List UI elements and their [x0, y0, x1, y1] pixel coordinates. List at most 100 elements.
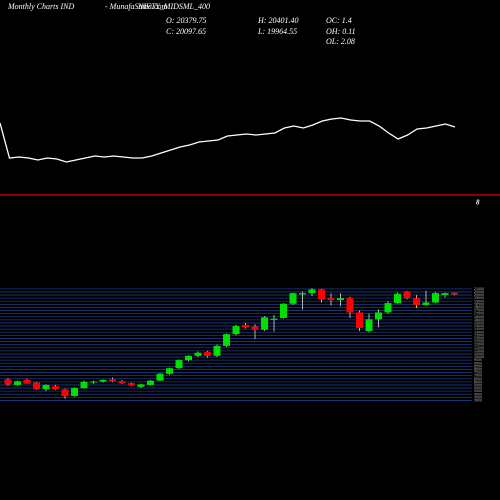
y-tick-label: 10500	[474, 352, 484, 356]
y-tick-label: 9500	[474, 358, 482, 362]
candle-body	[99, 379, 107, 382]
candle-body	[4, 379, 12, 385]
candle-body	[346, 298, 354, 313]
y-tick-label: 3500	[474, 395, 482, 399]
y-tick-label: 4000	[474, 392, 482, 396]
y-tick-label: 18000	[474, 305, 484, 309]
candle-body	[118, 381, 126, 384]
y-tick-label: 15500	[474, 321, 484, 325]
y-tick-label: 7000	[474, 374, 482, 378]
close-label: C: 20097.65	[166, 27, 206, 36]
candle-body	[223, 334, 230, 346]
candle-body	[52, 386, 59, 390]
candle-body	[413, 298, 420, 305]
candle-body	[61, 389, 69, 397]
candle-body	[375, 312, 382, 320]
ol-label: OL: 2.08	[326, 37, 355, 46]
y-tick-label: 10000	[474, 355, 484, 359]
candle-body	[175, 360, 183, 369]
candle-body	[23, 379, 31, 384]
candle-body	[337, 298, 344, 301]
candle-body	[394, 293, 401, 304]
y-tick-label: 17500	[474, 309, 484, 313]
y-tick-label: 13000	[474, 336, 484, 340]
y-tick-label: 6500	[474, 377, 482, 381]
candle-body	[403, 291, 411, 299]
y-tick-label: 8000	[474, 367, 482, 371]
candle-body	[441, 293, 449, 296]
candle-body	[280, 303, 287, 318]
candle-body	[261, 317, 268, 330]
indicator-line	[0, 117, 456, 163]
candle-body	[365, 319, 373, 332]
candle-body	[42, 384, 50, 390]
y-tick-label: 15000	[474, 324, 484, 328]
candle-body	[318, 289, 325, 300]
site: - MunafaSutra.com	[105, 2, 167, 11]
marker: 8	[476, 199, 480, 207]
candle-body	[242, 324, 249, 328]
candle-body	[80, 381, 88, 389]
candle-body	[109, 379, 116, 382]
y-tick-label: 16000	[474, 318, 484, 322]
open-label: O: 20379.75	[166, 16, 206, 25]
y-tick-label: 6000	[474, 380, 482, 384]
y-tick-label: 20500	[474, 290, 484, 294]
candle-body	[128, 383, 135, 386]
low-label: L: 19964.55	[257, 27, 297, 36]
y-tick-label: 12500	[474, 340, 484, 344]
candle-body	[90, 381, 97, 383]
candle-body	[71, 388, 78, 397]
candle-body	[194, 352, 202, 356]
candle-body	[289, 293, 297, 304]
candle-body	[166, 368, 173, 374]
candle-body	[147, 380, 154, 385]
y-tick-label: 16500	[474, 315, 484, 319]
candle-body	[14, 381, 21, 385]
candle-body	[213, 345, 221, 356]
y-tick-label: 5000	[474, 386, 482, 390]
y-tick-label: 14500	[474, 327, 484, 331]
candle-body	[137, 384, 145, 387]
y-tick-label: 3000	[474, 398, 482, 402]
y-tick-label: 14000	[474, 330, 484, 334]
y-tick-label: 4500	[474, 389, 482, 393]
candle-body	[204, 352, 211, 356]
y-tick-label: 13500	[474, 333, 484, 337]
candle-body	[308, 289, 316, 294]
candle-body	[185, 355, 192, 361]
y-tick-label: 12000	[474, 343, 484, 347]
y-tick-label: 17000	[474, 312, 484, 316]
symbol: NIFTY_MIDSML_400	[137, 2, 210, 11]
candle-body	[156, 373, 164, 381]
y-tick-label: 11500	[474, 346, 484, 350]
candle-body	[432, 293, 439, 303]
candle-body	[356, 312, 363, 328]
chart-title: Monthly Charts IND	[7, 2, 74, 11]
oc-label: OC: 1.4	[326, 16, 352, 25]
y-tick-label: 9000	[474, 361, 482, 365]
candle-body	[232, 326, 240, 335]
y-tick-label: 18500	[474, 302, 484, 306]
oh-label: OH: 0.11	[326, 27, 356, 36]
candle-body	[384, 303, 392, 313]
y-tick-label: 8500	[474, 364, 482, 368]
candle-body	[422, 302, 430, 305]
candle-body	[33, 382, 40, 390]
candle-body	[299, 293, 306, 295]
y-tick-label: 11000	[474, 349, 484, 353]
candle-body	[327, 298, 335, 301]
candle-body	[251, 326, 259, 330]
candle-body	[270, 318, 278, 320]
y-tick-label: 7500	[474, 371, 482, 375]
y-tick-label: 21000	[474, 287, 484, 291]
y-tick-label: 19000	[474, 299, 484, 303]
y-tick-label: 5500	[474, 383, 482, 387]
y-tick-label: 20000	[474, 293, 484, 297]
high-label: H: 20401.40	[257, 16, 298, 25]
y-tick-label: 19500	[474, 296, 484, 300]
candle-body	[451, 292, 458, 295]
